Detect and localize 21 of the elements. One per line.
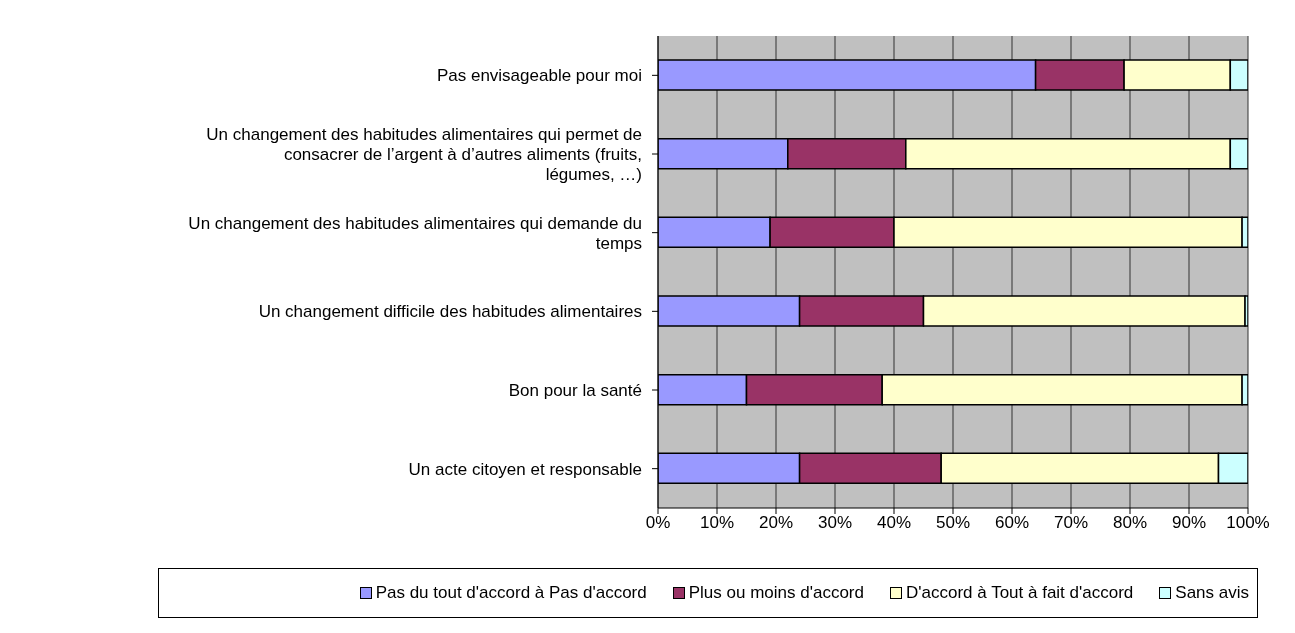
y-tick-label: Un changement des habitudes alimentaires qui demande du temps [188,213,642,253]
y-tick-label: Un acte citoyen et responsable [408,459,642,479]
legend-label: Sans avis [1174,583,1249,603]
y-tick-label: Un changement des habitudes alimentaires qui permet de consacrer de l’argent à d’autres aliments (fruits, légumes, …) [206,125,642,184]
x-tick-label: 0% [645,513,671,533]
x-tick-label: 50% [935,513,971,533]
x-tick-label: 60% [994,513,1030,533]
legend-label: Pas du tout d'accord à Pas d'accord [374,583,647,603]
legend-label: Plus ou moins d'accord [687,583,864,603]
x-tick-label: 70% [1053,513,1089,533]
legend-label: D'accord à Tout à fait d'accord [905,583,1134,603]
x-tick-label: 80% [1112,513,1148,533]
y-tick-label: Un changement difficile des habitudes alimentaires [258,302,642,322]
x-tick-label: 40% [876,513,912,533]
x-tick-label: 100% [1226,513,1270,533]
y-tick-label: Pas envisageable pour moi [436,66,642,86]
x-tick-label: 10% [699,513,735,533]
y-tick-label: Bon pour la santé [508,381,642,400]
x-tick-label: 30% [817,513,853,533]
x-tick-label: 90% [1171,513,1207,533]
x-tick-label: 20% [758,513,794,533]
